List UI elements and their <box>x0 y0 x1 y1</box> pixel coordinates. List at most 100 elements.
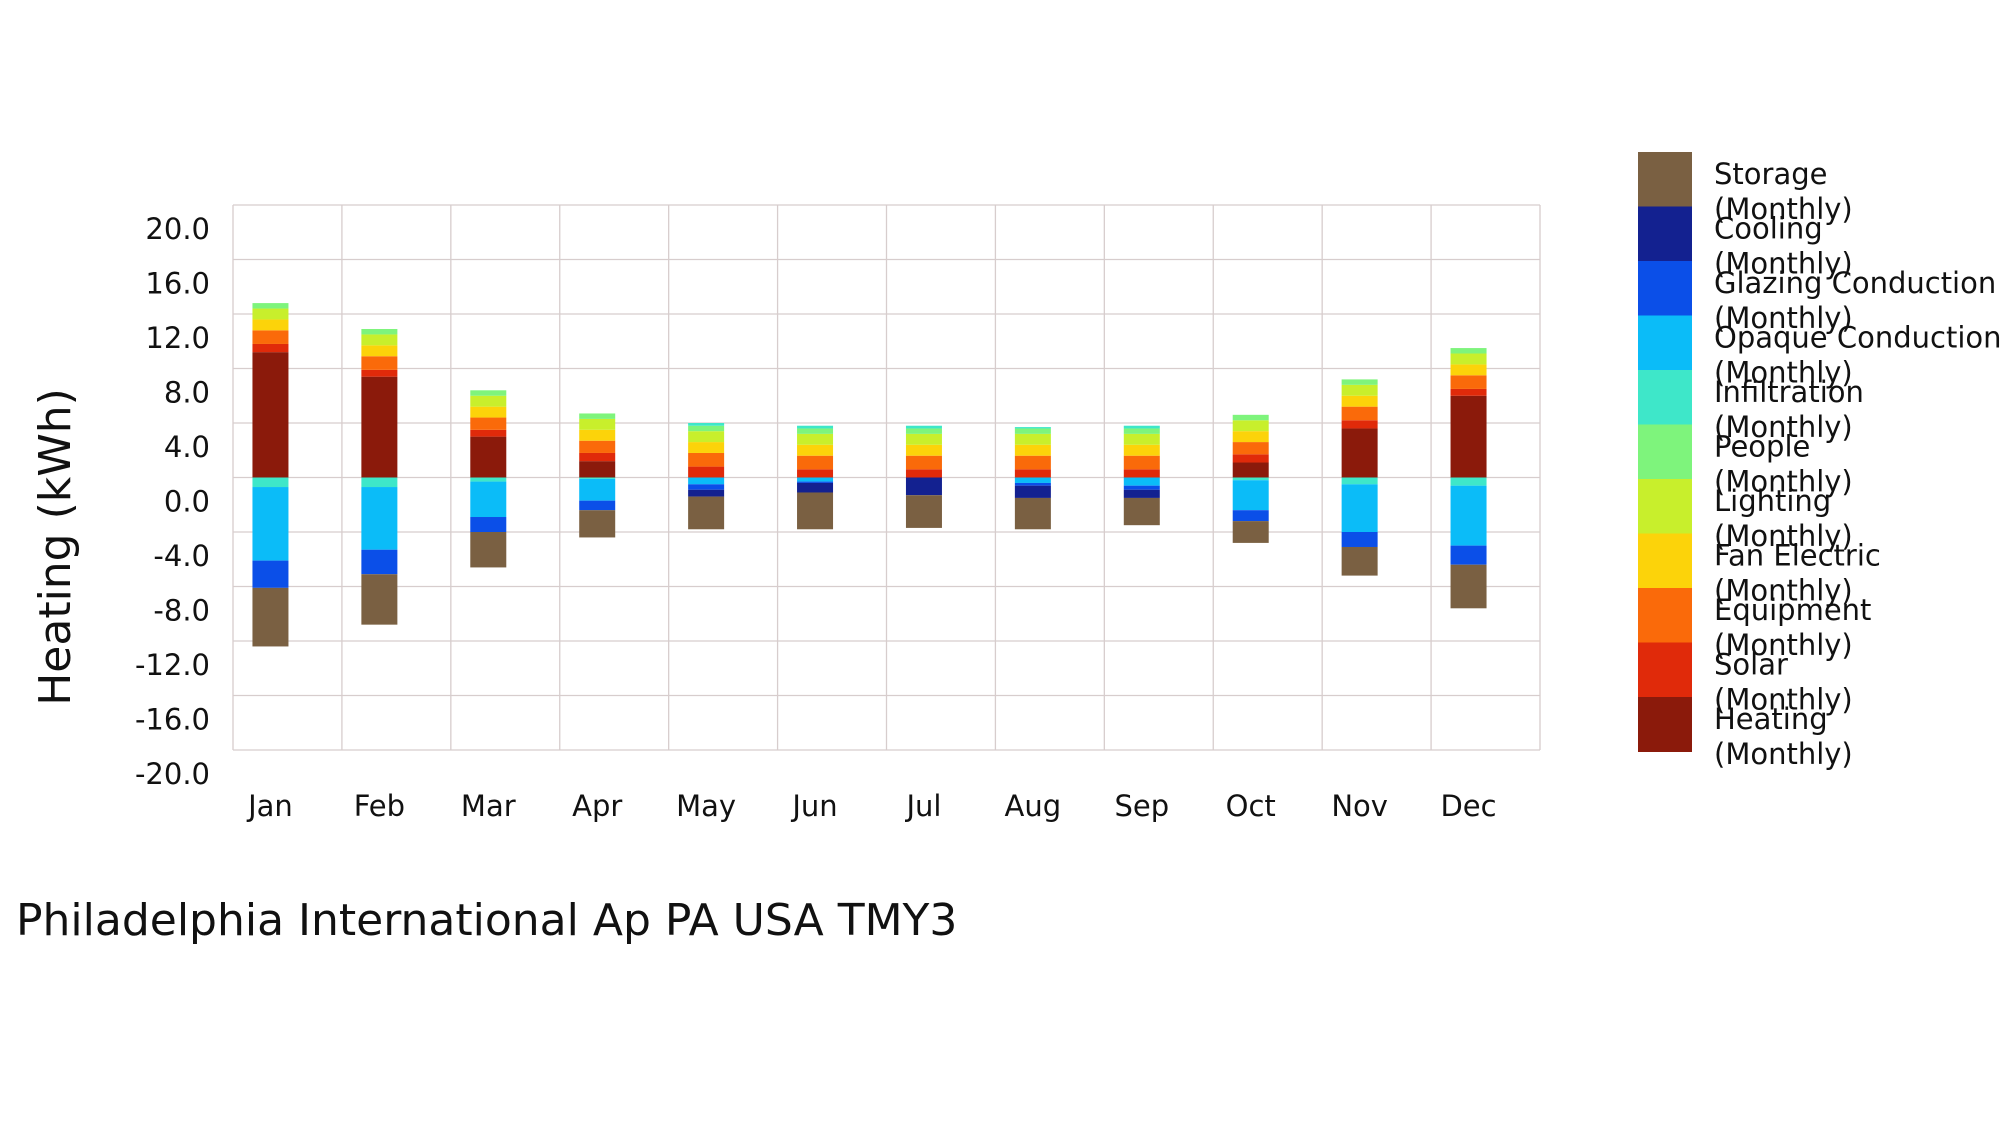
bar-segment <box>905 495 942 528</box>
bar-segment <box>797 477 834 482</box>
y-tick-label: -4.0 <box>153 539 210 573</box>
bar-segment <box>688 442 725 453</box>
legend-swatch <box>1638 588 1692 643</box>
legend-label-sub: (Monthly) <box>1714 410 1853 444</box>
bar-segment <box>470 517 507 532</box>
bar-segment <box>1014 485 1051 498</box>
bar-segment <box>1123 477 1160 486</box>
chart-bars <box>252 303 1487 647</box>
bar-segment <box>252 477 289 488</box>
y-tick-label: 12.0 <box>145 321 210 355</box>
legend-label: Heating <box>1714 702 1828 736</box>
bar-segment <box>1450 477 1487 486</box>
bar-segment <box>579 478 616 501</box>
bar-segment <box>1232 420 1269 432</box>
bar-segment <box>1450 395 1487 478</box>
bar-segment <box>1232 462 1269 478</box>
y-tick-label: -20.0 <box>135 757 210 791</box>
bar-segment <box>1450 388 1487 396</box>
bar-segment <box>688 484 725 490</box>
bar-segment <box>1123 485 1160 490</box>
bar-segment <box>1341 428 1378 478</box>
bar-segment <box>905 425 942 429</box>
x-tick-label: Sep <box>1114 789 1169 823</box>
bar-segment <box>579 429 616 441</box>
bar-segment <box>1450 375 1487 389</box>
legend-swatch <box>1638 479 1692 534</box>
bar-segment <box>361 356 398 370</box>
x-tick-label: Jan <box>246 789 293 823</box>
legend-label: People <box>1714 430 1810 464</box>
bar-segment <box>1123 428 1160 434</box>
bar-segment <box>797 492 834 530</box>
x-tick-label: Feb <box>354 789 405 823</box>
bar-segment <box>1014 433 1051 445</box>
bar-segment <box>579 418 616 430</box>
y-tick-label: 0.0 <box>164 485 210 519</box>
bar-segment <box>252 308 289 320</box>
y-axis-label: Heating (kWh) <box>30 388 81 706</box>
bar-segment <box>1123 455 1160 470</box>
legend-label: Solar <box>1714 648 1788 682</box>
bar-segment <box>1232 477 1269 481</box>
bar-segment <box>1450 364 1487 376</box>
bar-segment <box>361 334 398 346</box>
x-tick-label: Jul <box>904 789 941 823</box>
legend-swatch <box>1638 370 1692 425</box>
bar-segment <box>1341 406 1378 421</box>
legend-label: Glazing Conduction <box>1714 266 1996 300</box>
x-tick-label: Jun <box>790 789 837 823</box>
bar-segment <box>797 469 834 478</box>
bar-segment <box>579 452 616 462</box>
bar-segment <box>252 330 289 344</box>
legend-label-sub: (Monthly) <box>1714 737 1853 771</box>
bar-segment <box>797 428 834 434</box>
bar-segment <box>1341 532 1378 547</box>
bar-segment <box>470 406 507 418</box>
x-tick-label: May <box>676 789 736 823</box>
bar-segment <box>1232 442 1269 455</box>
legend-swatch <box>1638 315 1692 371</box>
bar-segment <box>1123 444 1160 456</box>
legend-swatch <box>1638 424 1692 480</box>
x-tick-label: Apr <box>572 789 622 823</box>
bar-segment <box>905 455 942 470</box>
legend-swatch <box>1638 697 1692 752</box>
bar-segment <box>252 319 289 331</box>
bar-segment <box>688 452 725 467</box>
bar-segment <box>688 423 725 426</box>
bar-segment <box>905 469 942 478</box>
bar-segment <box>1014 482 1051 486</box>
legend-label: Equipment <box>1714 593 1871 627</box>
bar-segment <box>252 343 289 353</box>
bar-segment <box>252 352 289 478</box>
bar-segment <box>797 481 834 483</box>
bar-segment <box>470 532 507 568</box>
legend-label: Opaque Conduction <box>1714 321 2002 355</box>
bar-segment <box>1450 564 1487 609</box>
bar-segment <box>797 433 834 445</box>
bar-segment <box>688 431 725 443</box>
bar-segment <box>361 376 398 478</box>
bar-segment <box>688 496 725 530</box>
bar-segment <box>1341 484 1378 532</box>
chart-title: Philadelphia International Ap PA USA TMY… <box>16 895 957 946</box>
bar-segment <box>1232 431 1269 443</box>
y-tick-label: 16.0 <box>145 267 210 301</box>
legend-label-sub: (Monthly) <box>1714 574 1853 608</box>
bar-segment <box>470 417 507 430</box>
bar-segment <box>1123 433 1160 445</box>
bar-segment <box>361 345 398 357</box>
legend-label: Lighting <box>1714 484 1831 518</box>
y-tick-label: 20.0 <box>145 212 210 246</box>
bar-segment <box>797 444 834 456</box>
bar-segment <box>688 489 725 497</box>
bar-segment <box>1232 480 1269 511</box>
bar-segment <box>1014 477 1051 483</box>
bar-segment <box>361 549 398 575</box>
bar-segment <box>1014 497 1051 530</box>
legend-swatch <box>1638 642 1692 698</box>
legend-label-sub: (Monthly) <box>1714 247 1853 281</box>
x-tick-label: Mar <box>461 789 516 823</box>
bar-segment <box>579 500 616 511</box>
